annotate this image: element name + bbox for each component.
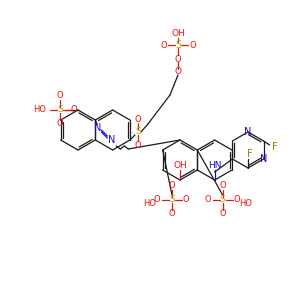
Text: O: O [169, 209, 175, 218]
Text: S: S [169, 196, 175, 205]
Text: O: O [175, 68, 182, 76]
Text: HO: HO [33, 106, 46, 115]
Text: O: O [169, 182, 175, 190]
Text: O: O [175, 55, 181, 64]
Text: HO: HO [143, 200, 156, 208]
Text: O: O [219, 209, 226, 218]
Text: O: O [219, 182, 226, 190]
Text: OH: OH [171, 28, 185, 38]
Text: S: S [57, 106, 63, 115]
Text: O: O [190, 40, 196, 50]
Text: O: O [57, 119, 63, 128]
Text: O: O [135, 140, 141, 149]
Text: N: N [244, 127, 252, 137]
Text: O: O [183, 196, 189, 205]
Text: S: S [220, 196, 226, 205]
Text: HN: HN [208, 160, 221, 169]
Text: O: O [71, 106, 77, 115]
Text: O: O [204, 196, 211, 205]
Text: OH: OH [173, 160, 187, 169]
Text: O: O [233, 196, 240, 205]
Text: O: O [57, 92, 63, 100]
Text: S: S [135, 128, 141, 136]
Text: N: N [94, 123, 101, 133]
Text: S: S [175, 40, 181, 50]
Text: F: F [272, 142, 278, 152]
Text: O: O [154, 196, 160, 205]
Text: HO: HO [238, 200, 252, 208]
Text: N: N [260, 154, 267, 164]
Text: N: N [108, 135, 115, 145]
Text: F: F [247, 149, 253, 159]
Text: O: O [135, 115, 141, 124]
Text: O: O [161, 40, 167, 50]
